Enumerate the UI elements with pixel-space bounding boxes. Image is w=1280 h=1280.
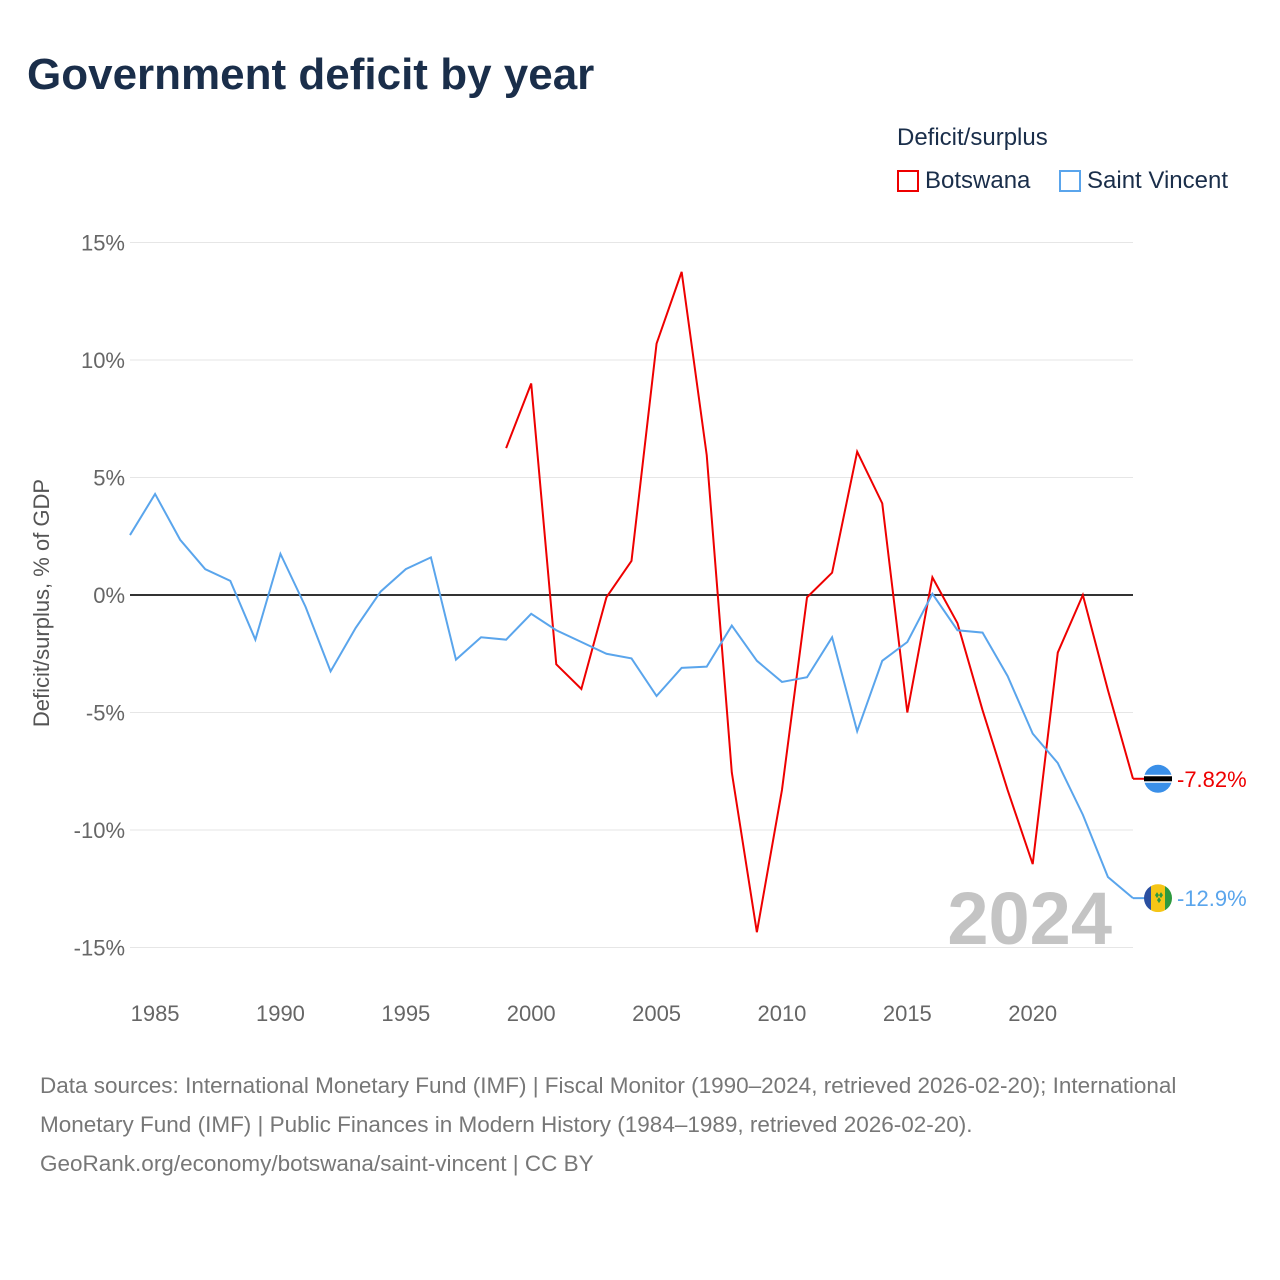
end-value-label: -12.9%	[1177, 886, 1247, 911]
data-sources: Data sources: International Monetary Fun…	[40, 1073, 1177, 1137]
saint-vincent-flag-icon	[1144, 884, 1172, 913]
legend-title: Deficit/surplus	[897, 124, 1048, 151]
chart-title: Government deficit by year	[27, 50, 595, 99]
x-tick-label: 2015	[883, 1001, 932, 1026]
legend-swatch-botswana	[897, 170, 919, 192]
legend-label: Saint Vincent	[1087, 167, 1228, 194]
y-tick-label: -15%	[74, 936, 125, 961]
y-tick-label: 15%	[81, 231, 125, 256]
footer: Data sources: International Monetary Fun…	[40, 1066, 1240, 1183]
x-tick-label: 2020	[1008, 1001, 1057, 1026]
x-tick-label: 1985	[131, 1001, 180, 1026]
plot-area: 2024 15% 10% 5% 0% -5% -10% -15% 1985 1990 1995 20…	[74, 231, 1247, 1027]
y-tick-label: 10%	[81, 348, 125, 373]
y-tick-label: 0%	[93, 583, 125, 608]
legend-item-botswana[interactable]: Botswana	[897, 167, 1030, 195]
x-tick-label: 2005	[632, 1001, 681, 1026]
x-tick-label: 1990	[256, 1001, 305, 1026]
legend-swatch-saint-vincent	[1059, 170, 1081, 192]
y-tick-label: 5%	[93, 466, 125, 491]
y-tick-label: -10%	[74, 818, 125, 843]
botswana-flag-icon	[1144, 764, 1172, 793]
series-line-botswana	[505, 271, 1134, 933]
series-line-saint-vincent	[129, 491, 1134, 899]
x-tick-label: 2000	[507, 1001, 556, 1026]
legend-label: Botswana	[925, 167, 1031, 194]
x-tick-label: 2010	[757, 1001, 806, 1026]
y-tick-label: -5%	[86, 701, 125, 726]
credit-link[interactable]: GeoRank.org/economy/botswana/saint-vince…	[40, 1151, 594, 1176]
legend-item-saint-vincent[interactable]: Saint Vincent	[1059, 167, 1228, 195]
end-value-label: -7.82%	[1177, 767, 1247, 792]
x-tick-label: 1995	[381, 1001, 430, 1026]
year-watermark: 2024	[947, 877, 1112, 960]
